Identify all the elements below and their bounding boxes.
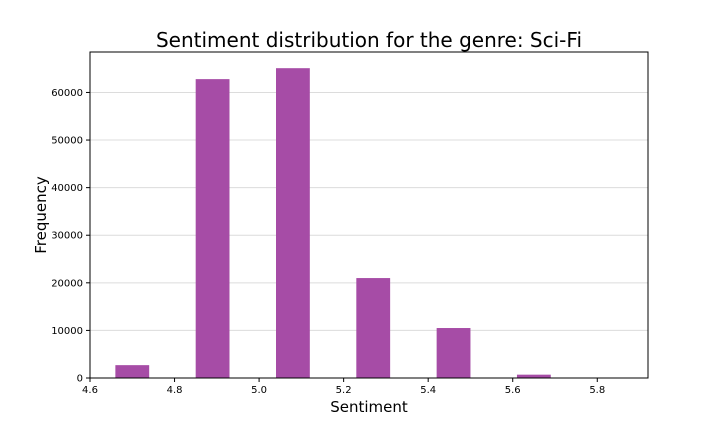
- histogram-bar: [436, 328, 471, 378]
- histogram-bar: [516, 374, 551, 378]
- y-axis-ticks: 0 10000 20000 30000 40000 50000 60000: [51, 88, 90, 385]
- histogram-bar: [115, 365, 150, 378]
- x-tick-label: 4.6: [82, 385, 98, 396]
- y-tick-label: 10000: [51, 326, 83, 337]
- histogram-bar: [276, 68, 310, 378]
- grid-lines: [90, 91, 648, 331]
- y-axis-label: Frequency: [32, 176, 50, 254]
- y-tick-label: 50000: [51, 136, 83, 147]
- x-tick-label: 5.0: [251, 385, 267, 396]
- histogram-bar: [195, 79, 230, 378]
- chart-title: Sentiment distribution for the genre: Sc…: [156, 28, 582, 52]
- bars: [115, 68, 551, 378]
- y-tick-label: 40000: [51, 183, 83, 194]
- y-tick-label: 20000: [51, 278, 83, 289]
- x-axis-label: Sentiment: [330, 398, 408, 416]
- x-tick-label: 5.8: [589, 385, 605, 396]
- y-tick-label: 0: [77, 374, 83, 385]
- y-tick-label: 60000: [51, 88, 83, 99]
- x-tick-label: 5.4: [420, 385, 436, 396]
- histogram-bar: [356, 278, 391, 378]
- x-tick-label: 5.6: [505, 385, 521, 396]
- x-tick-label: 5.2: [336, 385, 352, 396]
- y-tick-label: 30000: [51, 231, 83, 242]
- x-tick-label: 4.8: [167, 385, 183, 396]
- x-axis-ticks: 4.6 4.8 5.0 5.2 5.4 5.6 5.8: [82, 378, 605, 396]
- plot-frame: [89, 51, 649, 379]
